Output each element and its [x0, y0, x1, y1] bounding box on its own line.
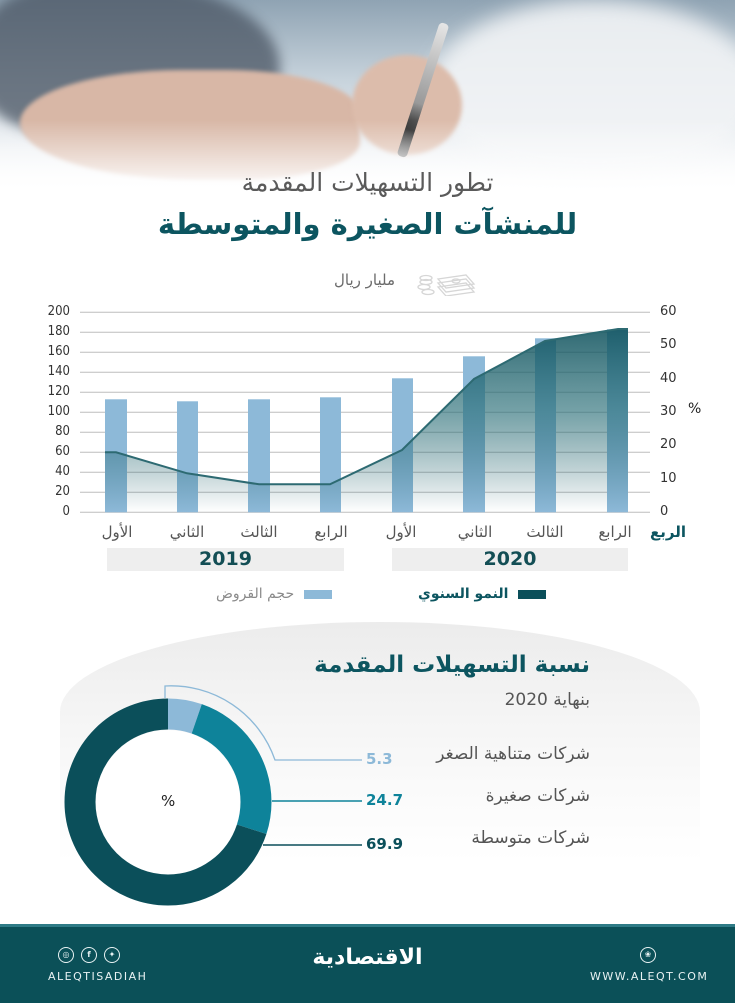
right-tick: 0 — [660, 504, 669, 519]
loans-growth-chart — [80, 311, 650, 513]
left-tick: 200 — [47, 304, 70, 319]
left-tick: 60 — [55, 444, 70, 459]
facebook-icon[interactable]: f — [81, 947, 97, 963]
legend-bars: حجم القروض — [216, 586, 333, 602]
left-tick: 100 — [47, 404, 70, 419]
growth-line — [105, 328, 628, 486]
legend-label: حجم القروض — [216, 586, 295, 602]
right-tick: 60 — [660, 304, 677, 319]
x-label: الثاني — [169, 523, 205, 541]
photo-fade — [0, 120, 735, 200]
right-axis-unit: % — [688, 401, 702, 417]
right-tick: 20 — [660, 437, 677, 452]
left-tick: 160 — [47, 344, 70, 359]
category-medium: شركات متوسطة — [471, 828, 590, 848]
left-tick: 20 — [55, 484, 70, 499]
growth-area — [105, 329, 628, 513]
left-tick: 180 — [47, 324, 70, 339]
value-medium: 69.9 — [366, 835, 404, 853]
right-tick: 10 — [660, 471, 677, 486]
left-tick: 0 — [62, 504, 70, 519]
money-stack-icon — [417, 274, 476, 296]
legend-swatch-bars — [304, 589, 333, 599]
x-axis-title: الربع — [650, 523, 686, 541]
value-small: 24.7 — [366, 791, 404, 809]
legend-line: النمو السنوي — [418, 586, 547, 602]
x-label: الثاني — [457, 523, 493, 541]
left-tick: 120 — [47, 384, 70, 399]
unit-label: مليار ريال — [334, 271, 395, 289]
donut-segment-small — [64, 698, 272, 906]
x-label: الثالث — [240, 523, 278, 541]
connector-micro — [164, 685, 362, 761]
hero-photo — [0, 0, 735, 200]
instagram-icon[interactable]: ◎ — [58, 947, 74, 963]
left-tick: 80 — [55, 424, 70, 439]
category-small: شركات صغيرة — [485, 786, 590, 806]
section2-subtitle: بنهاية 2020 — [504, 690, 590, 710]
category-micro: شركات متناهية الصغر — [436, 744, 590, 764]
right-tick: 50 — [660, 337, 677, 352]
legend-label: النمو السنوي — [418, 586, 509, 602]
section2-title: نسبة التسهيلات المقدمة — [314, 652, 590, 678]
x-label: الثالث — [526, 523, 564, 541]
page-title-line2: للمنشآت الصغيرة والمتوسطة — [157, 207, 578, 241]
legend-swatch-line — [518, 589, 547, 599]
globe-icon[interactable]: ❀ — [640, 947, 656, 963]
value-micro: 5.3 — [366, 750, 393, 768]
x-label: الرابع — [314, 523, 348, 541]
donut-center-label: % — [161, 792, 176, 810]
left-tick: 40 — [55, 464, 70, 479]
x-label: الأول — [385, 523, 417, 541]
x-label: الرابع — [598, 523, 632, 541]
right-tick: 40 — [660, 371, 677, 386]
right-tick: 30 — [660, 404, 677, 419]
year-band-2019: 2019 — [107, 548, 344, 571]
twitter-icon[interactable]: ✦ — [104, 947, 120, 963]
donut-segment-medium — [64, 698, 272, 906]
share-donut-chart — [64, 685, 362, 906]
website-link[interactable]: WWW.ALEQT.COM — [590, 970, 709, 983]
left-tick: 140 — [47, 364, 70, 379]
x-label: الأول — [101, 523, 133, 541]
footer: ◎ f ✦ ALEQTISADIAH الاقتصادية ❀ WWW.ALEQ… — [0, 924, 735, 1003]
page-title-line1: تطور التسهيلات المقدمة — [241, 168, 494, 197]
brand-logo: الاقتصادية — [312, 945, 423, 970]
year-band-2020: 2020 — [392, 548, 628, 571]
social-handle[interactable]: ALEQTISADIAH — [48, 970, 148, 983]
